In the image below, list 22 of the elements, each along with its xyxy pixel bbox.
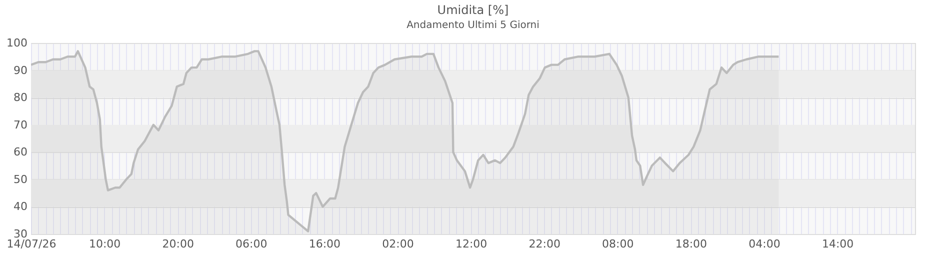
y-tick-label: 100 (6, 36, 28, 50)
x-tick-label: 18:00 (675, 238, 708, 250)
x-tick-label: 10:00 (88, 238, 121, 250)
x-tick-label: 02:00 (382, 238, 414, 250)
y-tick-label: 70 (14, 118, 28, 132)
y-tick-label: 30 (14, 228, 28, 240)
chart-subtitle: Andamento Ultimi 5 Giorni (406, 20, 540, 31)
y-tick-label: 40 (14, 200, 28, 214)
chart-title: Umidita [%] (437, 3, 509, 17)
y-tick-label: 80 (14, 91, 28, 104)
x-tick-label: 22:00 (528, 238, 560, 250)
x-tick-label: 04:00 (748, 238, 780, 250)
x-tick-label: 06:00 (236, 238, 268, 250)
y-tick-label: 60 (14, 146, 28, 159)
x-tick-label: 08:00 (602, 238, 634, 250)
x-tick-label: 20:00 (162, 238, 194, 250)
y-tick-label: 50 (14, 172, 28, 186)
x-tick-label: 14/07/26 (6, 238, 56, 250)
x-tick-label: 16:00 (308, 238, 341, 250)
x-tick-label: 14:00 (822, 238, 854, 250)
y-tick-label: 90 (14, 64, 28, 77)
x-tick-label: 12:00 (455, 238, 488, 250)
